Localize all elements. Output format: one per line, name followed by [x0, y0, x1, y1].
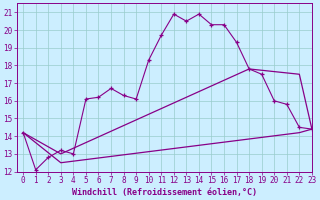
X-axis label: Windchill (Refroidissement éolien,°C): Windchill (Refroidissement éolien,°C)	[72, 188, 257, 197]
